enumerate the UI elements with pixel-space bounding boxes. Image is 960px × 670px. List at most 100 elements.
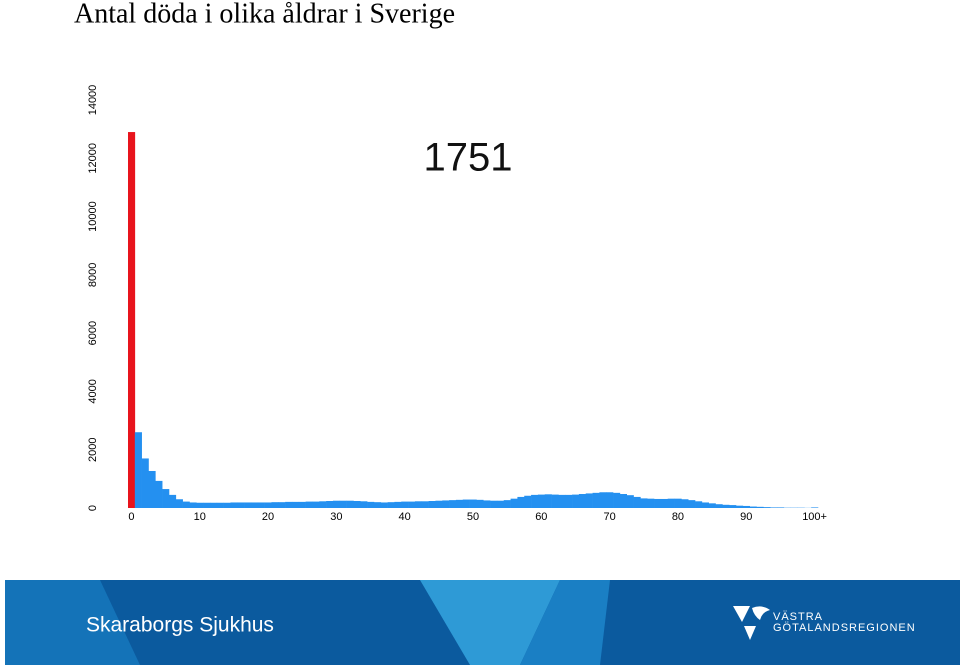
bar	[292, 502, 299, 508]
bar	[722, 505, 729, 508]
bar	[449, 500, 456, 508]
bar	[476, 500, 483, 508]
x-tick-label: 100+	[802, 511, 827, 523]
bar	[360, 501, 367, 508]
bar	[312, 502, 319, 508]
slide-title: Antal döda i olika åldrar i Sverige	[74, 0, 455, 29]
bar	[545, 494, 552, 508]
bar	[586, 493, 593, 508]
bar	[265, 502, 272, 508]
bar	[258, 502, 265, 508]
bar	[463, 500, 470, 508]
x-tick-label: 90	[740, 511, 752, 523]
footer-text: Skaraborgs Sjukhus	[86, 614, 274, 637]
bar	[627, 495, 634, 508]
bar	[237, 502, 244, 508]
bar	[743, 506, 750, 508]
bar	[640, 498, 647, 508]
bar	[517, 497, 524, 508]
bar	[442, 500, 449, 508]
bar	[347, 501, 354, 508]
y-tick-label: 6000	[87, 321, 99, 345]
bar	[319, 501, 326, 508]
bar	[422, 501, 429, 508]
bar	[606, 492, 613, 508]
bar	[770, 507, 777, 508]
x-tick-label: 10	[194, 511, 206, 523]
bar	[388, 502, 395, 508]
bar	[702, 502, 709, 508]
bar	[203, 503, 210, 508]
bar	[524, 496, 531, 508]
y-tick-label: 14000	[87, 85, 99, 116]
y-tick-label: 2000	[87, 437, 99, 461]
bar	[135, 432, 142, 508]
bar	[811, 507, 818, 508]
bar	[497, 501, 504, 508]
bar	[668, 499, 675, 508]
bar	[196, 503, 203, 508]
bar	[729, 505, 736, 508]
bar	[777, 507, 784, 508]
bar	[675, 499, 682, 508]
bar	[415, 501, 422, 508]
bar	[763, 507, 770, 508]
bar	[565, 495, 572, 508]
footer: Skaraborgs Sjukhus VÄSTRA GÖTALANDSREGIO…	[5, 580, 960, 665]
bar	[128, 132, 135, 508]
bar	[326, 501, 333, 508]
bar	[620, 494, 627, 508]
x-tick-label: 50	[467, 511, 479, 523]
bar	[695, 501, 702, 508]
bar	[681, 499, 688, 508]
bar	[736, 506, 743, 508]
bar	[470, 500, 477, 508]
bar	[593, 493, 600, 508]
bar	[661, 499, 668, 508]
bar	[333, 501, 340, 508]
y-tick-label: 8000	[87, 263, 99, 287]
bar	[531, 495, 538, 508]
bar	[210, 503, 217, 508]
bar	[408, 502, 415, 508]
bar	[654, 499, 661, 508]
x-tick-label: 30	[330, 511, 342, 523]
bar	[757, 507, 764, 508]
bar	[634, 497, 641, 508]
x-tick-label: 70	[604, 511, 616, 523]
y-tick-label: 0	[87, 505, 99, 511]
bar	[599, 492, 606, 508]
bar	[579, 494, 586, 508]
bar	[558, 495, 565, 508]
bar	[381, 502, 388, 508]
bar	[299, 502, 306, 508]
bar	[688, 500, 695, 508]
bar	[511, 499, 518, 508]
bar	[183, 502, 190, 508]
bar	[613, 493, 620, 508]
bar	[552, 495, 559, 508]
bar	[169, 495, 176, 508]
bar	[716, 504, 723, 508]
y-tick-label: 12000	[87, 143, 99, 174]
bar	[230, 502, 237, 508]
x-tick-label: 40	[399, 511, 411, 523]
y-tick-label: 4000	[87, 379, 99, 403]
bar	[155, 481, 162, 508]
logo-text: GÖTALANDSREGIONEN	[773, 622, 916, 634]
bar	[504, 500, 511, 508]
bar	[456, 500, 463, 508]
x-tick-label: 80	[672, 511, 684, 523]
x-tick-label: 0	[128, 511, 134, 523]
bar	[217, 503, 224, 508]
bar	[244, 502, 251, 508]
bar	[750, 507, 757, 508]
bar	[285, 502, 292, 508]
y-tick-label: 10000	[87, 201, 99, 232]
bar	[271, 502, 278, 508]
bar	[709, 503, 716, 508]
bar	[162, 489, 169, 508]
bar	[306, 502, 313, 508]
x-tick-label: 60	[535, 511, 547, 523]
bar	[353, 501, 360, 508]
